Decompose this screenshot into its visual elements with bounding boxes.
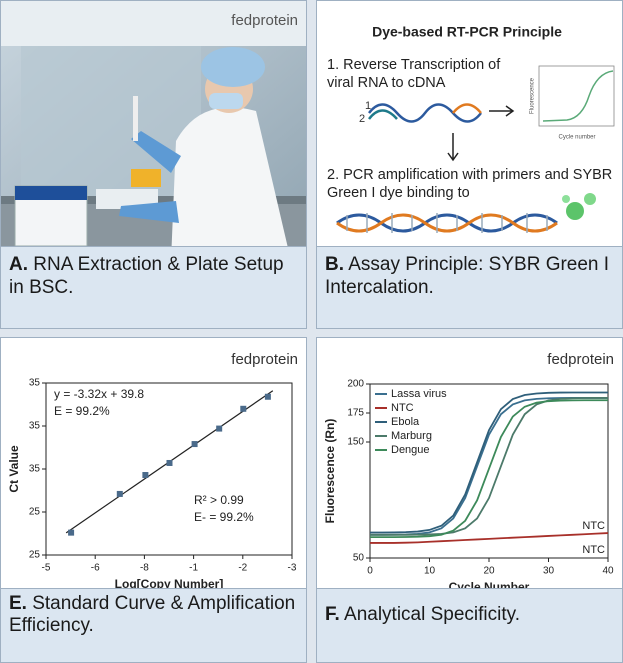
- x-tick-label: 40: [602, 566, 614, 577]
- step-1: 1. Reverse Transcription of viral RNA to…: [327, 57, 501, 91]
- chart: fedprotein -5 -6 -8 -1 -2 -3 35 35 35 25 25 Log[Cop…: [7, 351, 298, 591]
- annotation: E = 99.2%: [54, 404, 110, 418]
- y-tick-label: 175: [347, 408, 364, 419]
- caption-text: Analytical Specificity.: [344, 604, 521, 625]
- series-line: [370, 391, 608, 534]
- photo: fedprotein: [1, 1, 306, 261]
- x-tick-label: -3: [288, 563, 297, 574]
- x-tick-label: -5: [42, 563, 51, 574]
- caption-letter: F.: [325, 604, 340, 625]
- annotation: NTC: [582, 544, 605, 556]
- y-axis-label: Fluorescence (Rn): [323, 419, 337, 524]
- legend-label: Dengue: [391, 444, 430, 456]
- y-tick-label: 25: [29, 550, 41, 561]
- diagram: Dye-based RT-PCR Principle 1. Reverse Tr…: [327, 24, 615, 233]
- caption: E. Standard Curve & Amplification Effici…: [1, 588, 306, 662]
- caption-text: Assay Principle: SYBR Green I Intercalat…: [325, 254, 610, 298]
- point: [191, 441, 198, 448]
- panel-b: Dye-based RT-PCR Principle 1. Reverse Tr…: [316, 0, 623, 329]
- caption: A. RNA Extraction & Plate Setup in BSC.: [1, 246, 306, 328]
- watermark: fedprotein: [231, 12, 298, 29]
- point: [166, 459, 173, 466]
- y-tick-label: 35: [29, 464, 41, 475]
- step-1-text: 1. Reverse Transcription of viral RNA to…: [327, 57, 501, 91]
- diagram-title: Dye-based RT-PCR Principle: [372, 24, 562, 40]
- legend-label: Ebola: [391, 416, 420, 428]
- caption-letter: A.: [9, 254, 28, 275]
- watermark: fedprotein: [231, 351, 298, 368]
- x-tick-label: -2: [238, 563, 247, 574]
- point: [216, 425, 223, 432]
- legend-label: NTC: [391, 402, 414, 414]
- y-tick-label: 50: [353, 553, 365, 564]
- point: [142, 472, 149, 479]
- caption-letter: E.: [9, 593, 27, 614]
- x-tick-label: -8: [140, 563, 149, 574]
- panel-a: fedprotein A. RNA Extraction & Plate Set…: [0, 0, 307, 329]
- caption-letter: B.: [325, 254, 344, 275]
- x-tick-label: 20: [483, 566, 495, 577]
- caption: B. Assay Principle: SYBR Green I Interca…: [317, 246, 622, 328]
- y-tick-label: 25: [29, 507, 41, 518]
- point: [240, 405, 247, 412]
- x-tick-label: -6: [91, 563, 100, 574]
- y-tick-label: 35: [29, 421, 41, 432]
- series-line: [370, 397, 608, 536]
- legend-label: Marburg: [391, 430, 432, 442]
- mini-y-label: Fluorescence: [530, 77, 536, 114]
- caption-text: RNA Extraction & Plate Setup in BSC.: [9, 254, 284, 298]
- annotation: E- = 99.2%: [194, 510, 254, 524]
- y-tick-label: 35: [29, 378, 41, 389]
- step-2: 2. PCR amplification with primers and SY…: [327, 167, 613, 201]
- panel-e: fedprotein -5 -6 -8 -1 -2 -3 35 35 35 25 25 Log[Cop…: [0, 337, 307, 663]
- x-tick-label: 30: [543, 566, 555, 577]
- point: [68, 529, 75, 536]
- annotation: NTC: [582, 520, 605, 532]
- y-axis-label: Ct Value: [7, 445, 21, 493]
- y-tick-label: 200: [347, 379, 364, 390]
- watermark: fedprotein: [547, 351, 614, 368]
- legend-label: Lassa virus: [391, 388, 447, 400]
- annotation: R² > 0.99: [194, 493, 244, 507]
- caption-text: Standard Curve & Amplification Efficienc…: [9, 593, 296, 636]
- chart: fedprotein 01020304020017515050Cycle Num…: [323, 351, 614, 594]
- y-tick-label: 150: [347, 437, 364, 448]
- step-2-text: 2. PCR amplification with primers and SY…: [327, 167, 613, 201]
- caption: F. Analytical Specificity.: [317, 588, 622, 662]
- panel-f: fedprotein 01020304020017515050Cycle Num…: [316, 337, 623, 663]
- x-tick-label: 10: [424, 566, 436, 577]
- series-line: [370, 399, 608, 539]
- mini-x-label: Cycle number: [558, 135, 595, 141]
- x-axis-label: Log[Copy Number]: [115, 577, 224, 591]
- point: [116, 490, 123, 497]
- point: [264, 393, 271, 400]
- annotation: y = -3.32x + 39.8: [54, 387, 144, 401]
- strand-label: 1: [365, 100, 371, 112]
- x-tick-label: 0: [367, 566, 373, 577]
- strand-label: 2: [359, 113, 365, 125]
- series-line: [370, 532, 609, 544]
- x-tick-label: -1: [189, 563, 198, 574]
